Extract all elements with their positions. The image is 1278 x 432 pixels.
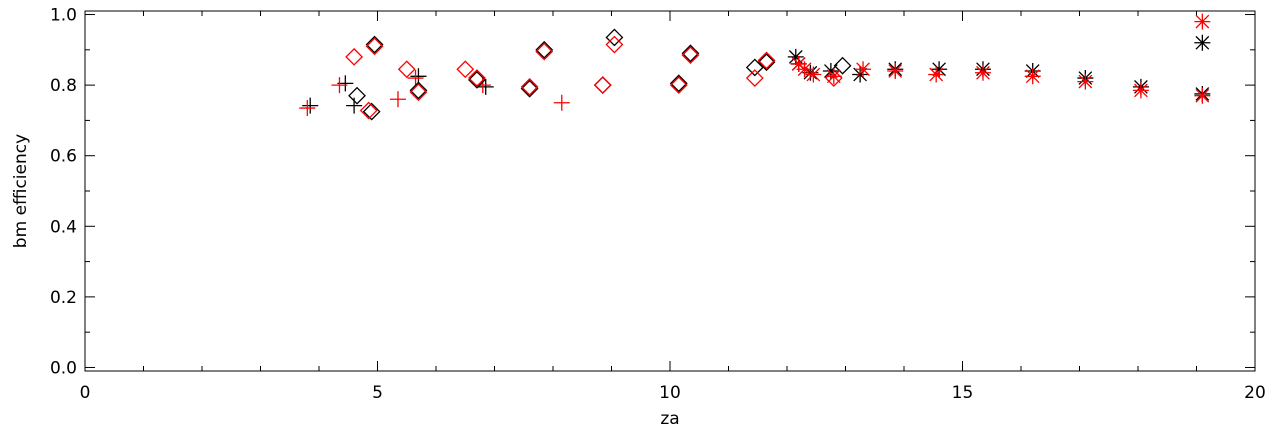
asterisk-point <box>1024 68 1041 85</box>
asterisk-point <box>887 63 904 79</box>
diamond-point <box>520 79 539 98</box>
diamond-point <box>359 101 378 120</box>
diamond-point <box>745 58 764 77</box>
diamond-point <box>365 35 384 54</box>
x-axis-title: za <box>660 409 679 429</box>
diamond-point <box>409 83 428 102</box>
asterisk-point <box>1132 82 1149 99</box>
diamond-point <box>593 76 612 95</box>
asterisk-point <box>974 64 991 81</box>
asterisk-point <box>805 66 822 83</box>
diamond-point <box>468 69 486 87</box>
x-tick-label: 15 <box>952 383 974 403</box>
diamond-point <box>681 44 700 63</box>
asterisk-point <box>822 63 839 79</box>
asterisk-point <box>1194 13 1211 30</box>
plot-frame <box>84 10 1256 372</box>
y-tick-label: 1.0 <box>50 6 77 26</box>
x-tick-label: 5 <box>372 383 383 403</box>
x-tick-label: 20 <box>1244 383 1266 403</box>
diamond-point <box>669 76 688 95</box>
asterisk-point <box>1194 87 1211 104</box>
plus-point <box>477 78 494 95</box>
diamond-point <box>757 51 776 70</box>
diamond-point <box>456 60 475 79</box>
y-axis-title: bm efficiency <box>11 134 31 248</box>
plus-point <box>407 70 424 87</box>
y-tick-label: 0.6 <box>50 147 77 167</box>
diamond-point <box>681 46 700 65</box>
diamond-point <box>409 81 428 100</box>
data-points <box>299 13 1211 121</box>
diamond-point <box>669 74 688 93</box>
y-tick-label: 0.0 <box>50 358 77 378</box>
diamond-point <box>745 69 764 87</box>
diamond-point <box>348 86 366 105</box>
asterisk-point <box>802 64 819 81</box>
diamond-point <box>365 37 384 56</box>
axis-ticks <box>84 11 1256 371</box>
y-tick-labels: 0.0 0.2 0.4 0.6 0.8 1.0 <box>50 6 77 379</box>
plus-point <box>331 77 348 94</box>
y-tick-label: 0.4 <box>50 217 77 237</box>
x-tick-label: 0 <box>80 383 91 403</box>
diamond-point <box>397 60 416 79</box>
asterisk-point <box>855 61 872 78</box>
asterisk-point <box>825 68 842 85</box>
diamond-point <box>593 76 612 95</box>
plus-point <box>299 100 316 117</box>
diamond-point <box>362 102 381 121</box>
plus-point <box>553 94 570 111</box>
diamond-point <box>757 53 776 72</box>
asterisk-point <box>796 61 813 78</box>
diamond-point <box>345 47 364 66</box>
asterisk-point <box>852 66 869 83</box>
diamond-point <box>605 35 624 54</box>
asterisk-point <box>931 61 948 78</box>
diamond-point <box>535 40 554 59</box>
y-tick-label: 0.2 <box>50 288 77 308</box>
diamond-point <box>468 70 486 89</box>
asterisk-point <box>787 48 804 65</box>
diamond-point <box>833 56 852 75</box>
asterisk-point <box>928 66 945 83</box>
diamond-point <box>605 28 624 47</box>
y-tick-label: 0.8 <box>50 76 77 96</box>
diamond-point <box>535 42 554 61</box>
x-tick-label: 10 <box>659 383 681 403</box>
diamond-point <box>520 77 539 96</box>
diamond-point <box>824 69 843 87</box>
x-tick-labels: 0 5 10 15 20 <box>80 383 1266 403</box>
plus-point <box>302 97 319 114</box>
plus-point <box>389 91 406 108</box>
asterisk-point <box>1194 34 1211 51</box>
asterisk-point <box>1077 73 1094 90</box>
